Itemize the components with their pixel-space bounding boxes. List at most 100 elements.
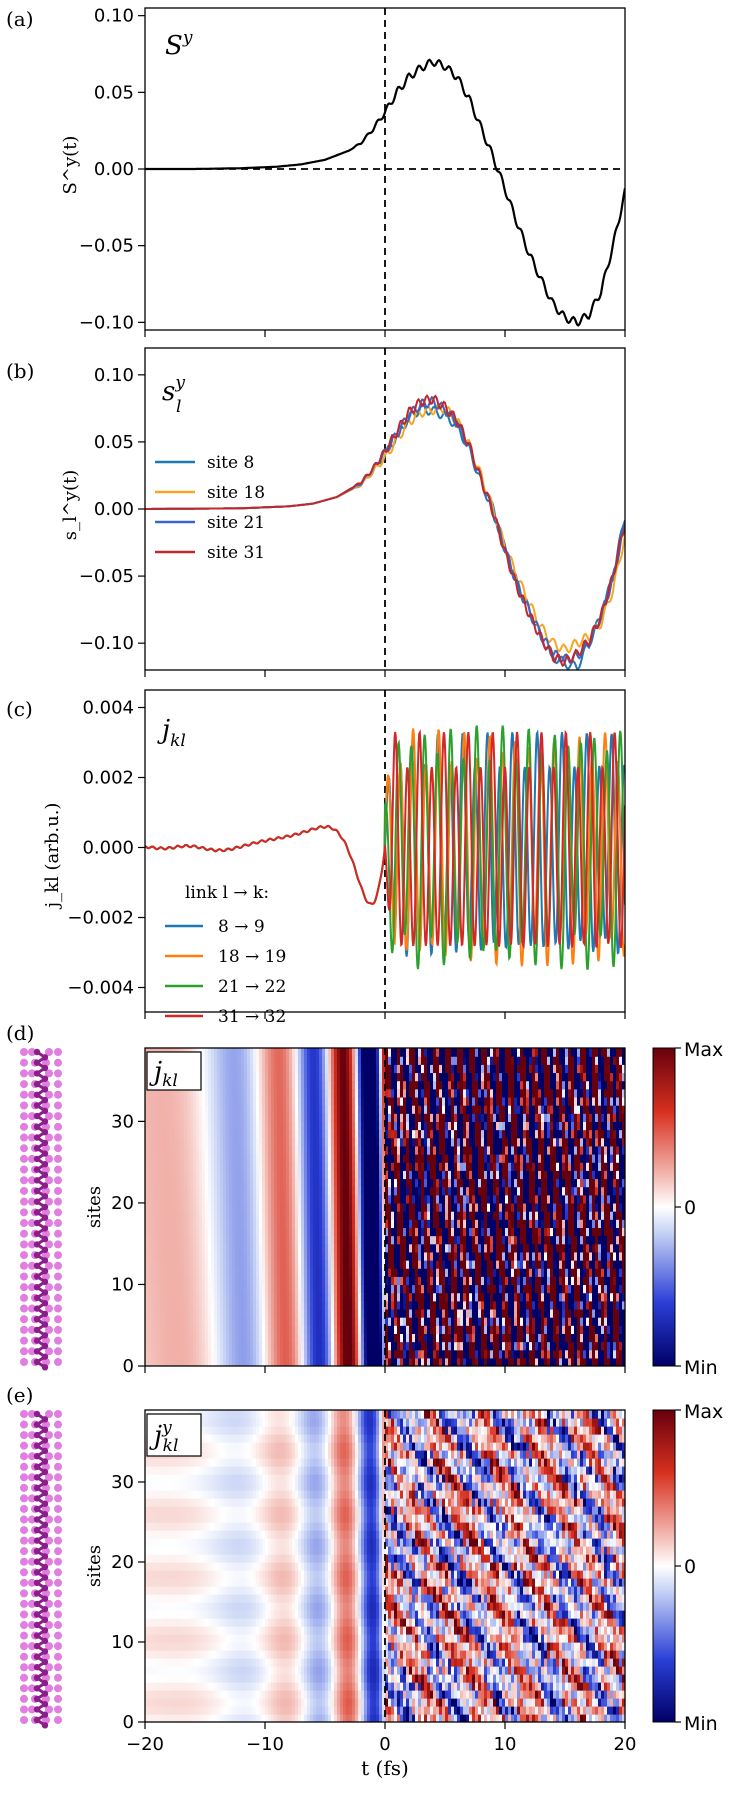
heat-cell — [580, 1137, 584, 1147]
heat-cell — [223, 1317, 227, 1326]
site-dot — [54, 1358, 62, 1366]
heat-cell — [166, 1243, 170, 1253]
heat-cell — [403, 1211, 407, 1220]
heat-cell — [583, 1219, 587, 1228]
heat-cell — [208, 1194, 212, 1204]
heat-cell — [295, 1145, 299, 1155]
site-dot — [28, 1325, 36, 1334]
heat-cell — [571, 1170, 575, 1180]
heat-cell — [352, 1300, 356, 1310]
heat-cell — [406, 1186, 410, 1196]
panel-c-ylabel: j_kl (arb.u.) — [42, 803, 63, 910]
heat-cell — [175, 1292, 179, 1302]
heat-cell — [244, 1137, 248, 1147]
heat-cell — [220, 1333, 224, 1343]
heat-cell — [259, 1300, 263, 1310]
heat-cell — [289, 1219, 293, 1228]
heat-cell — [544, 1276, 548, 1286]
heat-cell — [457, 1194, 461, 1204]
heat-cell — [505, 1300, 509, 1310]
heat-cell — [454, 1243, 458, 1253]
heat-cell — [184, 1211, 188, 1220]
heat-cell — [616, 1251, 620, 1261]
heat-cell — [181, 1268, 185, 1277]
heat-cell — [589, 1178, 593, 1188]
heat-cell — [247, 1341, 251, 1351]
heat-cell — [397, 1357, 401, 1366]
heat-cell — [493, 1186, 497, 1196]
heat-cell — [601, 1349, 605, 1359]
heat-cell — [601, 1308, 605, 1318]
heat-cell — [331, 1333, 335, 1343]
heat-cell — [364, 1292, 368, 1302]
site-dot — [54, 1069, 62, 1078]
heat-cell — [175, 1178, 179, 1188]
legend-label: site 21 — [207, 513, 265, 533]
site-dot — [20, 1304, 28, 1313]
heat-cell — [250, 1235, 254, 1245]
y-tick-label: −0.004 — [67, 978, 134, 999]
heat-cell — [532, 1202, 536, 1212]
heat-cell — [166, 1211, 170, 1220]
heat-cell — [541, 1137, 545, 1147]
heat-cell — [187, 1349, 191, 1359]
heat-cell — [610, 1357, 614, 1366]
heat-cell — [253, 1162, 257, 1171]
heat-cell — [400, 1129, 404, 1139]
heat-cell — [316, 1243, 320, 1253]
heat-cell — [514, 1341, 518, 1351]
heat-cell — [577, 1333, 581, 1343]
heat-cell — [589, 1170, 593, 1180]
heat-cell — [448, 1268, 452, 1277]
heat-cell — [427, 1219, 431, 1228]
heat-cell — [289, 1251, 293, 1261]
heat-cell — [541, 1300, 545, 1310]
heat-cell — [421, 1333, 425, 1343]
heat-cell — [361, 1308, 365, 1318]
heat-cell — [310, 1357, 314, 1366]
heat-cell — [310, 1251, 314, 1261]
heat-cell — [367, 1170, 371, 1180]
heat-cell — [538, 1268, 542, 1277]
heat-cell — [214, 1178, 218, 1188]
heat-cell — [211, 1219, 215, 1228]
heat-cell — [400, 1202, 404, 1212]
heat-cell — [418, 1292, 422, 1302]
heat-cell — [349, 1276, 353, 1286]
heat-cell — [403, 1202, 407, 1212]
heat-cell — [157, 1162, 161, 1171]
heat-cell — [337, 1202, 341, 1212]
heat-cell — [472, 1186, 476, 1196]
heat-cell — [322, 1276, 326, 1286]
heat-cell — [490, 1235, 494, 1245]
heat-cell — [157, 1308, 161, 1318]
heat-cell — [313, 1219, 317, 1228]
heat-cell — [517, 1276, 521, 1286]
heat-cell — [469, 1186, 473, 1196]
heat-cell — [532, 1227, 536, 1237]
heat-cell — [226, 1268, 230, 1277]
heat-cell — [601, 1170, 605, 1180]
heat-cell — [472, 1145, 476, 1155]
heat-cell — [178, 1333, 182, 1343]
heat-cell — [502, 1186, 506, 1196]
heat-cell — [235, 1292, 239, 1302]
heat-cell — [415, 1219, 419, 1228]
heat-cell — [268, 1260, 272, 1269]
site-dot — [54, 1144, 62, 1153]
heat-cell — [409, 1317, 413, 1326]
heat-cell — [544, 1251, 548, 1261]
heat-cell — [295, 1333, 299, 1343]
heat-cell — [532, 1194, 536, 1204]
heat-cell — [436, 1186, 440, 1196]
heat-cell — [478, 1219, 482, 1228]
heat-cell — [406, 1219, 410, 1228]
chain-site — [33, 1166, 41, 1173]
heat-cell — [499, 1300, 503, 1310]
heat-cell — [187, 1154, 191, 1163]
heat-cell — [202, 1325, 206, 1334]
heat-cell — [460, 1145, 464, 1155]
heat-cell — [325, 1129, 329, 1139]
heat-cell — [166, 1333, 170, 1343]
heat-cell — [598, 1349, 602, 1359]
